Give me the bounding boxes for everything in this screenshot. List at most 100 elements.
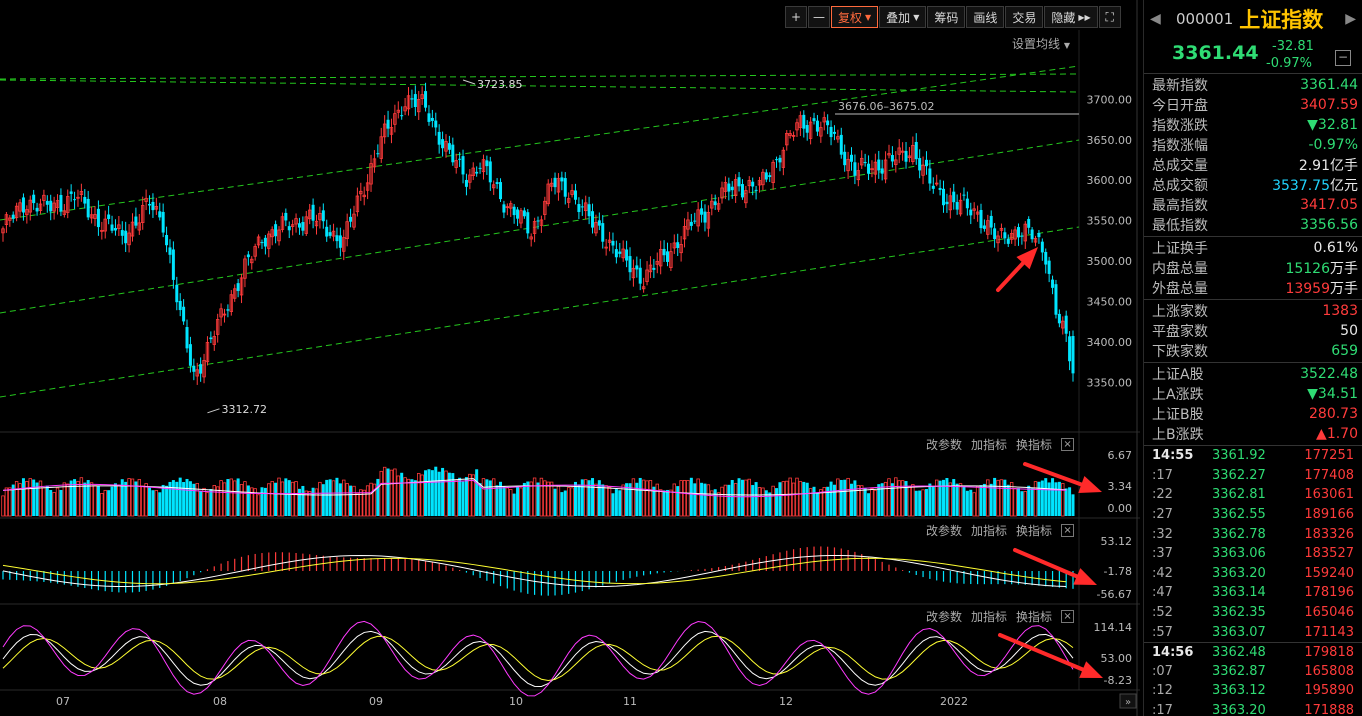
quote-label: 内盘总量 [1152,261,1208,277]
volume-bar [175,481,179,516]
candle-body [233,288,237,299]
candle-body [359,190,363,195]
quote-row: 上涨家数 1383 [1144,301,1362,321]
volume-bar [676,486,680,516]
volume-bar [437,471,441,516]
close-icon[interactable]: × [1061,610,1075,623]
kdj-panel-controls: 改参数 加指标 换指标 × [926,608,1075,625]
fuquan-button[interactable]: 复权 ▼ [831,6,879,28]
candlestick-chart[interactable]: 3350.00 3400.00 3450.00 3500.00 3550.00 3600.… [0,0,1140,716]
edit-params-button[interactable]: 改参数 [926,610,963,624]
chevron-down-icon: ▼ [913,12,920,22]
candle-body [1023,223,1027,242]
candle-body [369,163,373,185]
candle-body [349,216,353,222]
quote-value: ▼34.51 [1307,386,1358,402]
hide-button[interactable]: 隐藏 ▶▶ [1044,6,1098,28]
volume-bar [32,479,36,516]
candle-body [942,188,946,206]
trade-button[interactable]: 交易 [1005,6,1044,28]
candle-body [883,159,888,180]
volume-bar [246,485,250,516]
volume-bar [880,483,884,516]
candle-body [263,237,267,247]
volume-bar [839,479,843,516]
edit-params-button[interactable]: 改参数 [926,438,963,452]
candle-body [1030,229,1034,240]
tick-list[interactable]: 14:55 3361.92 177251:17 3362.27 177408:22 336… [1144,446,1362,716]
volume-bar [808,488,813,517]
candle-body [468,174,472,183]
swap-indicator-button[interactable]: 换指标 [1016,524,1053,538]
add-indicator-button[interactable]: 加指标 [971,524,1008,538]
swap-indicator-button[interactable]: 换指标 [1016,438,1053,452]
tick-volume: 178196 [1304,585,1354,601]
candle-body [148,204,152,206]
quote-value: 3522.48 [1300,366,1358,382]
add-indicator-button[interactable]: 加指标 [971,610,1008,624]
low-pointer [207,408,220,414]
scroll-right-icon[interactable]: » [1119,693,1137,709]
candle-body [451,144,455,163]
fullscreen-icon[interactable]: ⛶ [1098,6,1121,28]
volume-bar [713,489,717,516]
tick-row: :52 3362.35 165046 [1144,603,1362,623]
collapse-icon[interactable]: − [1335,50,1351,66]
quote-row: 外盘总量 13959万手 [1144,278,1362,298]
tick-price: 3362.78 [1212,526,1266,542]
volume-bar [151,490,155,516]
set-ma-button[interactable]: 设置均线 ▼ [1012,35,1070,52]
high-pointer [462,79,476,85]
volume-bar [577,484,581,516]
volume-bar [212,485,216,517]
chips-button[interactable]: 筹码 [927,6,966,28]
candle-body [662,248,666,256]
volume-bar [304,490,308,517]
candle-body [246,254,250,258]
candle-body [376,153,380,155]
time-tick-label: 10 [509,695,523,708]
candle-body [723,182,728,192]
volume-bar [314,488,319,517]
volume-bar [566,487,571,517]
volume-bar [444,470,448,517]
candle-body [464,179,468,187]
candle-body [182,306,186,322]
volume-bar [665,489,669,516]
volume-bar [607,486,612,517]
time-tick-label: 09 [369,695,383,708]
candle-body [400,115,404,117]
red-arrow-head [1079,661,1103,678]
volume-bar [21,478,25,516]
candle-body [594,222,598,234]
candle-body [345,221,349,240]
candle-body [720,187,724,199]
volume-bar [441,467,445,516]
draw-line-button[interactable]: 画线 [966,6,1005,28]
edit-params-button[interactable]: 改参数 [926,524,963,538]
volume-bar [1003,479,1007,516]
candle-body [536,220,540,222]
quote-value: ▼32.81 [1307,117,1358,133]
volume-bar [549,481,554,517]
candle-body [870,168,874,171]
candle-body [28,199,32,213]
volume-bar [791,482,796,517]
zoom-out-button[interactable]: — [808,6,830,28]
close-icon[interactable]: × [1061,438,1075,451]
zoom-in-button[interactable]: + [785,6,807,28]
close-icon[interactable]: × [1061,524,1075,537]
volume-bar [672,483,677,517]
volume-bar [471,474,475,517]
quote-value: 3407.59 [1300,97,1358,113]
quote-label: 总成交量 [1152,158,1208,174]
next-stock-icon[interactable]: ▶ [1345,11,1356,27]
candle-body [850,154,854,162]
add-indicator-button[interactable]: 加指标 [971,438,1008,452]
volume-bar [386,468,390,516]
overlay-button[interactable]: 叠加 ▼ [879,6,927,28]
swap-indicator-button[interactable]: 换指标 [1016,610,1053,624]
quote-unit: 亿手 [1330,158,1358,174]
kdj-tick-label: 114.14 [1094,621,1133,634]
prev-stock-icon[interactable]: ◀ [1150,11,1161,27]
